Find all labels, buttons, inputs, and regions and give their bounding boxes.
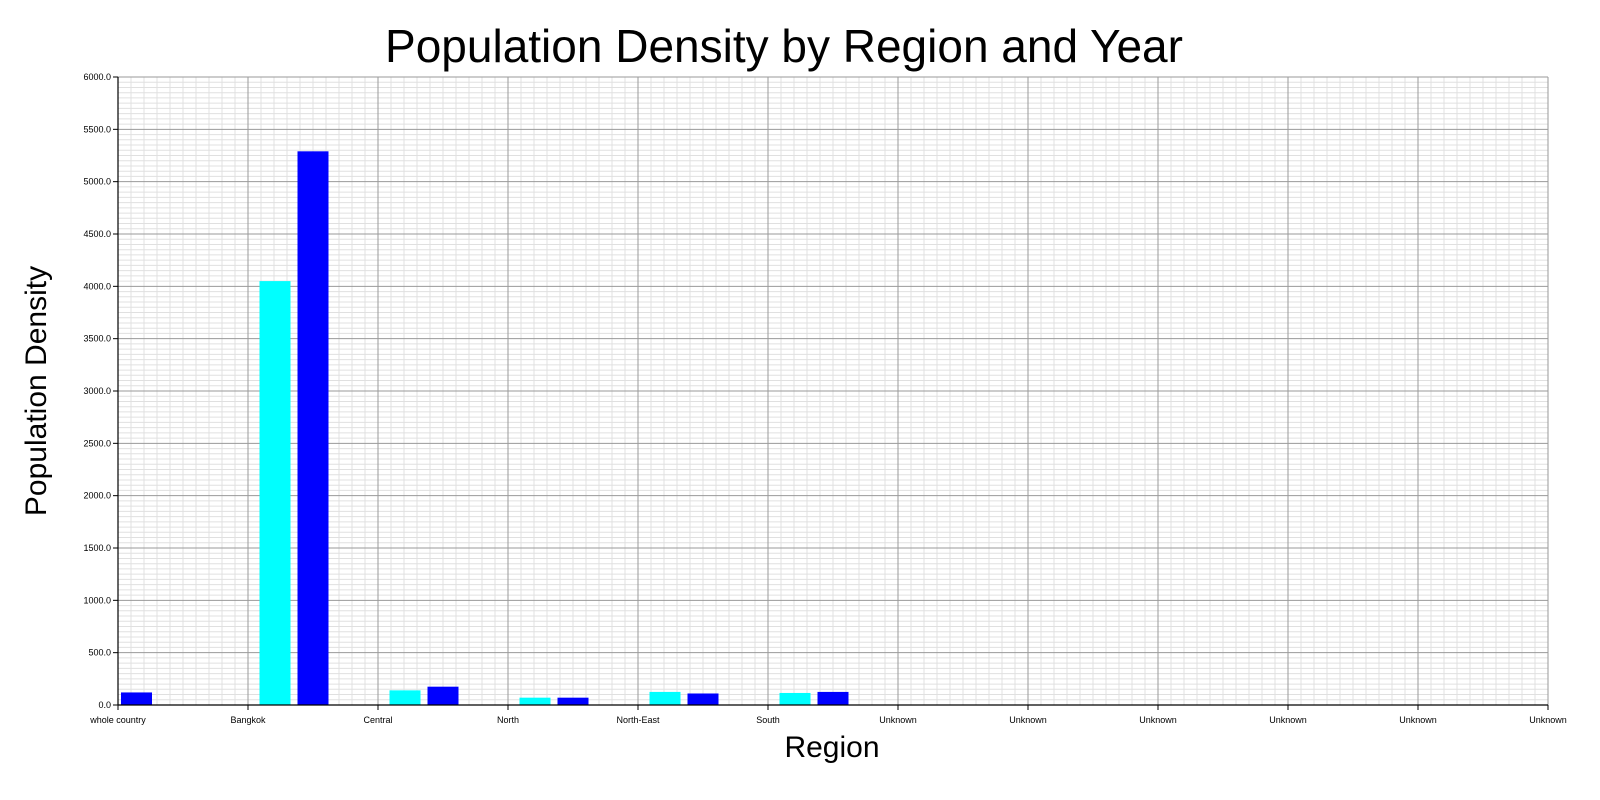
y-tick-label: 4500.0 [83,229,111,239]
x-tick-label: Unknown [1139,715,1177,725]
x-tick-label: North [497,715,519,725]
x-tick-label: whole country [89,715,146,725]
y-tick-label: 1000.0 [83,595,111,605]
bar [817,691,849,705]
axes [113,76,1549,710]
x-tick-labels: whole country Bangkok Central North North-Ea… [89,715,1567,725]
y-tick-label: 3500.0 [83,334,111,344]
y-tick-label: 2000.0 [83,491,111,501]
y-tick-label: 0.0 [98,700,111,710]
bar [389,690,421,705]
bar [259,281,291,705]
y-tick-label: 2500.0 [83,438,111,448]
x-tick-label: Central [363,715,392,725]
y-tick-label: 5000.0 [83,177,111,187]
bars [121,151,849,705]
bar [427,686,459,705]
bar [121,692,152,705]
x-tick-label: South [756,715,780,725]
y-tick-labels: 0.0 500.0 1000.0 1500.0 2000.0 2500.0 3000.0 35… [83,72,111,710]
x-tick-label: Unknown [879,715,917,725]
x-tick-label: Unknown [1009,715,1047,725]
y-tick-label: 500.0 [88,648,111,658]
y-axis-label: Population Density [20,266,53,516]
bar [649,691,681,705]
x-axis-label: Region [784,731,879,764]
bar [779,692,811,705]
y-tick-label: 1500.0 [83,543,111,553]
bar [297,151,329,705]
x-tick-label: Unknown [1269,715,1307,725]
bar [687,693,719,705]
y-tick-label: 6000.0 [83,72,111,82]
x-tick-label: Bangkok [230,715,266,725]
bar [557,697,589,705]
y-tick-label: 4000.0 [83,281,111,291]
x-tick-label: Unknown [1399,715,1437,725]
y-tick-label: 5500.0 [83,124,111,134]
y-tick-label: 3000.0 [83,386,111,396]
x-tick-label: Unknown [1529,715,1567,725]
chart-title: Population Density by Region and Year [385,20,1183,72]
bar [519,697,551,705]
x-tick-label: North-East [616,715,660,725]
